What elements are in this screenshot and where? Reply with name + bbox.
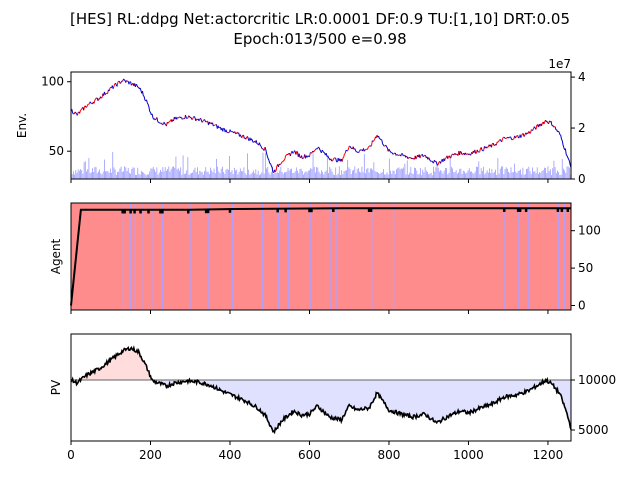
- agent-stripe: [190, 203, 192, 310]
- pv-line: [70, 345, 572, 435]
- price-up-segments: [70, 78, 566, 173]
- pv-panel: 5000 10000 0 200 400 600 800 1000 1200 PV: [49, 333, 616, 462]
- x-tick-label: 800: [378, 448, 401, 462]
- agent-stripe: [528, 203, 530, 310]
- agent-stripe: [161, 203, 164, 310]
- y-tick-label: 100: [578, 224, 601, 238]
- agent-stripe: [208, 203, 210, 310]
- pv-x-axis: 0 200 400 600 800 1000 1200: [67, 441, 563, 462]
- agent-stripe: [152, 203, 154, 310]
- env-x-axis: [70, 179, 549, 183]
- agent-stripe: [335, 203, 337, 310]
- x-tick-label: 600: [298, 448, 321, 462]
- price-down-segments: [71, 78, 572, 174]
- x-tick-label: 400: [219, 448, 242, 462]
- y-tick-label: 0: [578, 299, 586, 313]
- agent-ylabel: Agent: [49, 238, 63, 274]
- agent-stripe: [122, 203, 125, 310]
- env-right-offset-label: 1e7: [548, 57, 571, 71]
- agent-stripe: [261, 203, 264, 310]
- y-tick-label: 10000: [578, 373, 616, 387]
- agent-stripe: [309, 203, 311, 310]
- agent-stripe: [329, 203, 331, 310]
- pv-ylabel: PV: [49, 379, 63, 395]
- agent-plot-area: [70, 203, 571, 310]
- agent-stripe: [134, 203, 136, 310]
- env-plot-area: [70, 78, 572, 179]
- agent-stripe: [557, 203, 560, 310]
- y-tick-label: 0: [578, 172, 586, 186]
- env-ylabel: Env.: [15, 113, 29, 138]
- chart-title-line2: Epoch:013/500 e=0.98: [233, 30, 406, 48]
- agent-stripe: [371, 203, 373, 310]
- pv-loss-area: [71, 378, 571, 433]
- agent-stripe: [129, 203, 132, 310]
- agent-stripe: [392, 203, 395, 310]
- x-tick-label: 0: [67, 448, 75, 462]
- y-tick-label: 100: [41, 75, 64, 89]
- y-tick-label: 2: [578, 121, 586, 135]
- y-tick-label: 50: [49, 144, 64, 158]
- agent-position-line: [70, 207, 571, 306]
- pv-y-axis: 5000 10000: [571, 373, 616, 437]
- y-tick-label: 50: [578, 261, 593, 275]
- x-tick-label: 1000: [453, 448, 484, 462]
- agent-stripe: [287, 203, 290, 310]
- agent-x-axis: [70, 310, 549, 314]
- agent-panel: 0 50 100 Agent: [49, 202, 601, 314]
- pv-gain-area: [71, 347, 190, 381]
- agent-stripe: [504, 203, 506, 310]
- agent-stripe: [231, 203, 234, 310]
- pv-plot-area: [70, 345, 572, 435]
- agent-y-axis: 0 50 100: [571, 224, 601, 313]
- env-right-axis: 0 2 4: [571, 70, 586, 186]
- env-panel: 50 100 0 2 4 Env. 1e7: [15, 57, 586, 186]
- y-tick-label: 4: [578, 70, 586, 84]
- pv-frame: [70, 333, 572, 442]
- x-tick-label: 200: [139, 448, 162, 462]
- chart-title-line1: [HES] RL:ddpg Net:actorcritic LR:0.0001 …: [70, 10, 570, 28]
- env-y-axis: 50 100: [41, 75, 71, 158]
- env-frame: [70, 71, 572, 180]
- agent-stripe: [142, 203, 144, 310]
- agent-stripe: [563, 203, 566, 310]
- y-tick-label: 5000: [578, 423, 609, 437]
- agent-stripe: [277, 203, 280, 310]
- x-tick-label: 1200: [533, 448, 564, 462]
- agent-stripe: [518, 203, 520, 310]
- agent-frame: [70, 202, 572, 311]
- agent-background: [71, 203, 571, 310]
